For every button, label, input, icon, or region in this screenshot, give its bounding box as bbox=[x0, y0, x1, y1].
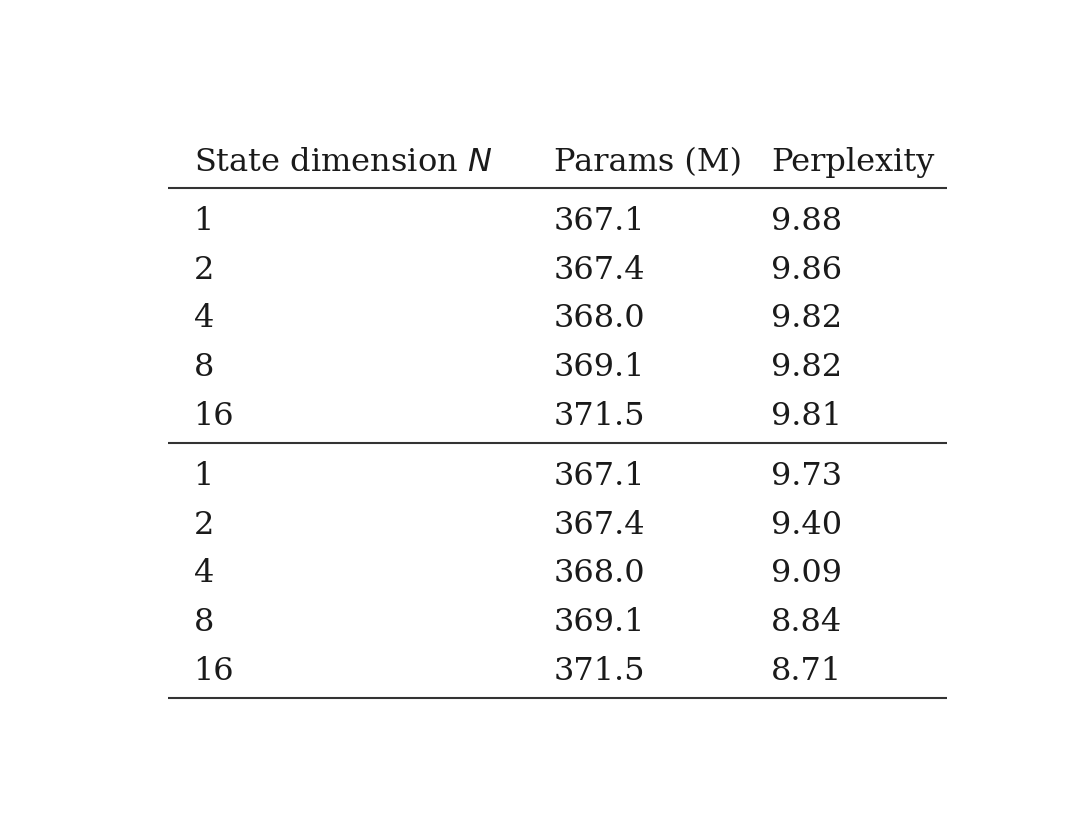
Text: 9.09: 9.09 bbox=[771, 558, 842, 589]
Text: 9.88: 9.88 bbox=[771, 206, 842, 237]
Text: Params (M): Params (M) bbox=[554, 147, 742, 178]
Text: 1: 1 bbox=[193, 461, 214, 492]
Text: 368.0: 368.0 bbox=[554, 304, 645, 334]
Text: 16: 16 bbox=[193, 656, 234, 686]
Text: 9.82: 9.82 bbox=[771, 352, 842, 383]
Text: 9.81: 9.81 bbox=[771, 401, 842, 432]
Text: 8: 8 bbox=[193, 607, 214, 638]
Text: 2: 2 bbox=[193, 510, 214, 541]
Text: 367.4: 367.4 bbox=[554, 510, 645, 541]
Text: 9.82: 9.82 bbox=[771, 304, 842, 334]
Text: 8.71: 8.71 bbox=[771, 656, 842, 686]
Text: 4: 4 bbox=[193, 558, 214, 589]
Text: 9.73: 9.73 bbox=[771, 461, 842, 492]
Text: Perplexity: Perplexity bbox=[771, 147, 934, 178]
Text: 8: 8 bbox=[193, 352, 214, 383]
Text: 367.1: 367.1 bbox=[554, 206, 645, 237]
Text: 1: 1 bbox=[193, 206, 214, 237]
Text: 371.5: 371.5 bbox=[554, 401, 645, 432]
Text: 16: 16 bbox=[193, 401, 234, 432]
Text: 4: 4 bbox=[193, 304, 214, 334]
Text: 367.4: 367.4 bbox=[554, 255, 645, 285]
Text: 368.0: 368.0 bbox=[554, 558, 645, 589]
Text: 9.40: 9.40 bbox=[771, 510, 842, 541]
Text: 371.5: 371.5 bbox=[554, 656, 645, 686]
Text: 9.86: 9.86 bbox=[771, 255, 842, 285]
Text: 369.1: 369.1 bbox=[554, 607, 645, 638]
Text: State dimension $N$: State dimension $N$ bbox=[193, 147, 491, 178]
Text: 8.84: 8.84 bbox=[771, 607, 842, 638]
Text: 2: 2 bbox=[193, 255, 214, 285]
Text: 367.1: 367.1 bbox=[554, 461, 645, 492]
Text: 369.1: 369.1 bbox=[554, 352, 645, 383]
